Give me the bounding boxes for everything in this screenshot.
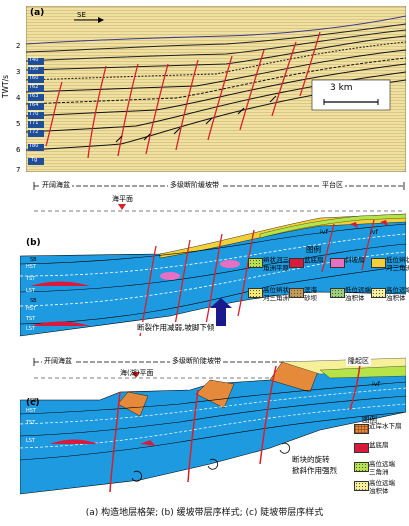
y-tick: 5: [16, 120, 21, 128]
legend-swatch: [371, 258, 386, 268]
legend-label: 辫状河三 角洲平原: [263, 256, 289, 272]
zone-label-slope: 多级断阶缓坡带: [168, 180, 221, 190]
legend-swatch: [354, 462, 369, 472]
legend-b: 图例: [246, 244, 406, 328]
zone-label-slope: 多级断阶陡坡带: [170, 356, 223, 366]
st-label: HST: [26, 264, 36, 270]
horizon-label: T72: [29, 129, 39, 135]
y-tick: 7: [16, 166, 21, 174]
st-label: TST: [26, 276, 36, 282]
sea-level-label: 海(湖)平面: [120, 369, 154, 377]
legend-label: 盆底扇: [369, 441, 389, 449]
legend-label: 近岸水下扇: [369, 422, 402, 430]
panel-b-letter: (b): [26, 238, 41, 248]
st-label: HST: [26, 306, 36, 312]
y-tick: 3: [16, 68, 21, 76]
legend-label: 盆底扇: [304, 256, 324, 264]
steep-slope-diagram: [19, 357, 407, 495]
panel-b-annotation: 断裂作用减弱,坡脚下倾: [137, 322, 215, 333]
zone-label-basin: 开阔海盆: [40, 180, 72, 190]
legend-swatch: [371, 288, 386, 298]
st-label: LST: [26, 326, 36, 332]
gentle-slope-diagram: [19, 182, 407, 337]
legend-label: 高位远端 浊积体: [386, 286, 409, 302]
zone-label-platform: 平台区: [320, 180, 345, 190]
legend-swatch: [354, 424, 369, 434]
scale-bar-label: 3 km: [330, 83, 353, 93]
st-label: TST: [26, 316, 36, 322]
direction-label: SE: [77, 11, 86, 19]
legend-label: 斜坡扇: [345, 256, 365, 264]
legend-swatch: [354, 481, 369, 491]
legend-label: 高位远端 浊积体: [369, 479, 395, 495]
y-axis-label: TWT/s: [1, 74, 11, 99]
legend-title: 图例: [362, 415, 377, 424]
legend-swatch: [289, 258, 304, 268]
horizon-label: T71: [29, 120, 39, 126]
horizon-label: T64: [29, 102, 39, 108]
st-label: LST: [26, 438, 36, 444]
st-label: LST: [26, 288, 36, 294]
legend-swatch: [330, 288, 345, 298]
seismic-profile: [25, 5, 407, 173]
horizon-label: T70: [29, 111, 39, 117]
panel-b: [19, 176, 407, 346]
ivf-label: ivf: [320, 228, 328, 236]
horizon-label: T80: [29, 143, 39, 149]
sb-label: SB: [30, 257, 37, 263]
legend-title: 图例: [306, 245, 321, 254]
legend-label: 高位辫状 河三角洲: [263, 286, 289, 302]
zone-label-uplift: 隆起区: [346, 356, 371, 366]
legend-label: 低位远端 浊积体: [345, 286, 371, 302]
horizon-label: Tg: [31, 157, 38, 163]
horizon-label: T62: [29, 84, 39, 90]
st-label: HST: [26, 408, 36, 414]
panel-a: [25, 5, 407, 173]
horizon-label: T40: [29, 57, 39, 63]
legend-c: 图例: [352, 414, 408, 494]
sb-label: SB: [30, 398, 37, 404]
y-tick: 6: [16, 146, 21, 154]
ivf-label: ivf: [372, 380, 380, 388]
legend-swatch: [330, 258, 345, 268]
panel-c: [19, 352, 407, 502]
panel-c-letter: (c): [26, 398, 40, 408]
sea-level-label: 海平面: [112, 195, 133, 203]
legend-swatch: [289, 288, 304, 298]
figure-caption: (a) 构造地层格架; (b) 缓坡带层序样式; (c) 陡坡带层序样式: [85, 508, 324, 518]
legend-swatch: [354, 443, 369, 453]
horizon-label: T50: [29, 66, 39, 72]
ivf-label: ivf: [370, 228, 378, 236]
horizon-labels: [28, 58, 44, 165]
legend-label: 高位远端 三角洲: [369, 460, 395, 476]
legend-swatch: [248, 258, 263, 268]
y-tick: 4: [16, 94, 21, 102]
sb-label: SB: [30, 298, 37, 304]
zone-label-basin: 开阔海盆: [42, 356, 74, 366]
legend-label: 低位辫状 河三角洲: [386, 256, 409, 272]
y-tick: 2: [16, 42, 21, 50]
panel-a-letter: (a): [30, 8, 45, 18]
legend-label: 滨海 砂坝: [304, 286, 317, 302]
panel-c-annotation: 断块的旋转 掀斜作用强烈: [292, 454, 337, 476]
st-label: TST: [26, 420, 36, 426]
horizon-label: T63: [29, 93, 39, 99]
horizon-label: T60: [29, 75, 39, 81]
legend-swatch: [248, 288, 263, 298]
